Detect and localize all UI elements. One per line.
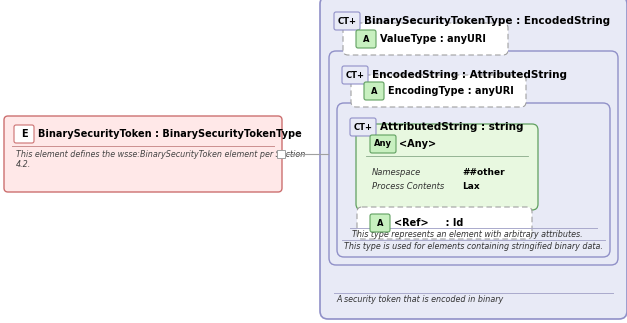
- FancyBboxPatch shape: [14, 125, 34, 143]
- FancyBboxPatch shape: [370, 135, 396, 153]
- Text: A: A: [371, 87, 377, 96]
- Text: EncodedString : AttributedString: EncodedString : AttributedString: [372, 70, 567, 80]
- Text: <Any>: <Any>: [399, 139, 436, 149]
- Text: CT+: CT+: [354, 122, 372, 131]
- Text: ##other: ##other: [462, 168, 505, 177]
- Text: E: E: [21, 129, 28, 139]
- FancyBboxPatch shape: [357, 207, 532, 239]
- FancyBboxPatch shape: [334, 12, 360, 30]
- Text: Process Contents: Process Contents: [372, 182, 445, 191]
- FancyBboxPatch shape: [356, 124, 538, 210]
- Text: CT+: CT+: [337, 16, 357, 26]
- Text: A: A: [377, 218, 383, 227]
- Text: AttributedString : string: AttributedString : string: [380, 122, 524, 132]
- Text: A security token that is encoded in binary: A security token that is encoded in bina…: [336, 295, 503, 304]
- Text: This element defines the wsse:BinarySecurityToken element per Section
4.2.: This element defines the wsse:BinarySecu…: [16, 150, 305, 169]
- Text: Namespace: Namespace: [372, 168, 421, 177]
- FancyBboxPatch shape: [329, 51, 618, 265]
- FancyBboxPatch shape: [342, 66, 368, 84]
- FancyBboxPatch shape: [370, 214, 390, 232]
- Text: BinarySecurityToken : BinarySecurityTokenType: BinarySecurityToken : BinarySecurityToke…: [38, 129, 302, 139]
- Text: EncodingType : anyURI: EncodingType : anyURI: [388, 86, 514, 96]
- FancyBboxPatch shape: [337, 103, 610, 257]
- Text: A: A: [363, 35, 369, 44]
- FancyBboxPatch shape: [320, 0, 627, 319]
- Text: BinarySecurityTokenType : EncodedString: BinarySecurityTokenType : EncodedString: [364, 16, 610, 26]
- Text: This type represents an element with arbitrary attributes.: This type represents an element with arb…: [352, 230, 582, 239]
- FancyBboxPatch shape: [4, 116, 282, 192]
- FancyBboxPatch shape: [351, 75, 526, 107]
- Text: Any: Any: [374, 140, 392, 149]
- FancyBboxPatch shape: [356, 30, 376, 48]
- FancyBboxPatch shape: [364, 82, 384, 100]
- FancyBboxPatch shape: [277, 150, 285, 158]
- Text: This type is used for elements containing stringified binary data.: This type is used for elements containin…: [344, 242, 603, 251]
- FancyBboxPatch shape: [350, 118, 376, 136]
- Text: <Ref>     : Id: <Ref> : Id: [394, 218, 463, 228]
- FancyBboxPatch shape: [343, 23, 508, 55]
- Text: Lax: Lax: [462, 182, 480, 191]
- Text: CT+: CT+: [345, 70, 364, 79]
- Text: ValueType : anyURI: ValueType : anyURI: [380, 34, 486, 44]
